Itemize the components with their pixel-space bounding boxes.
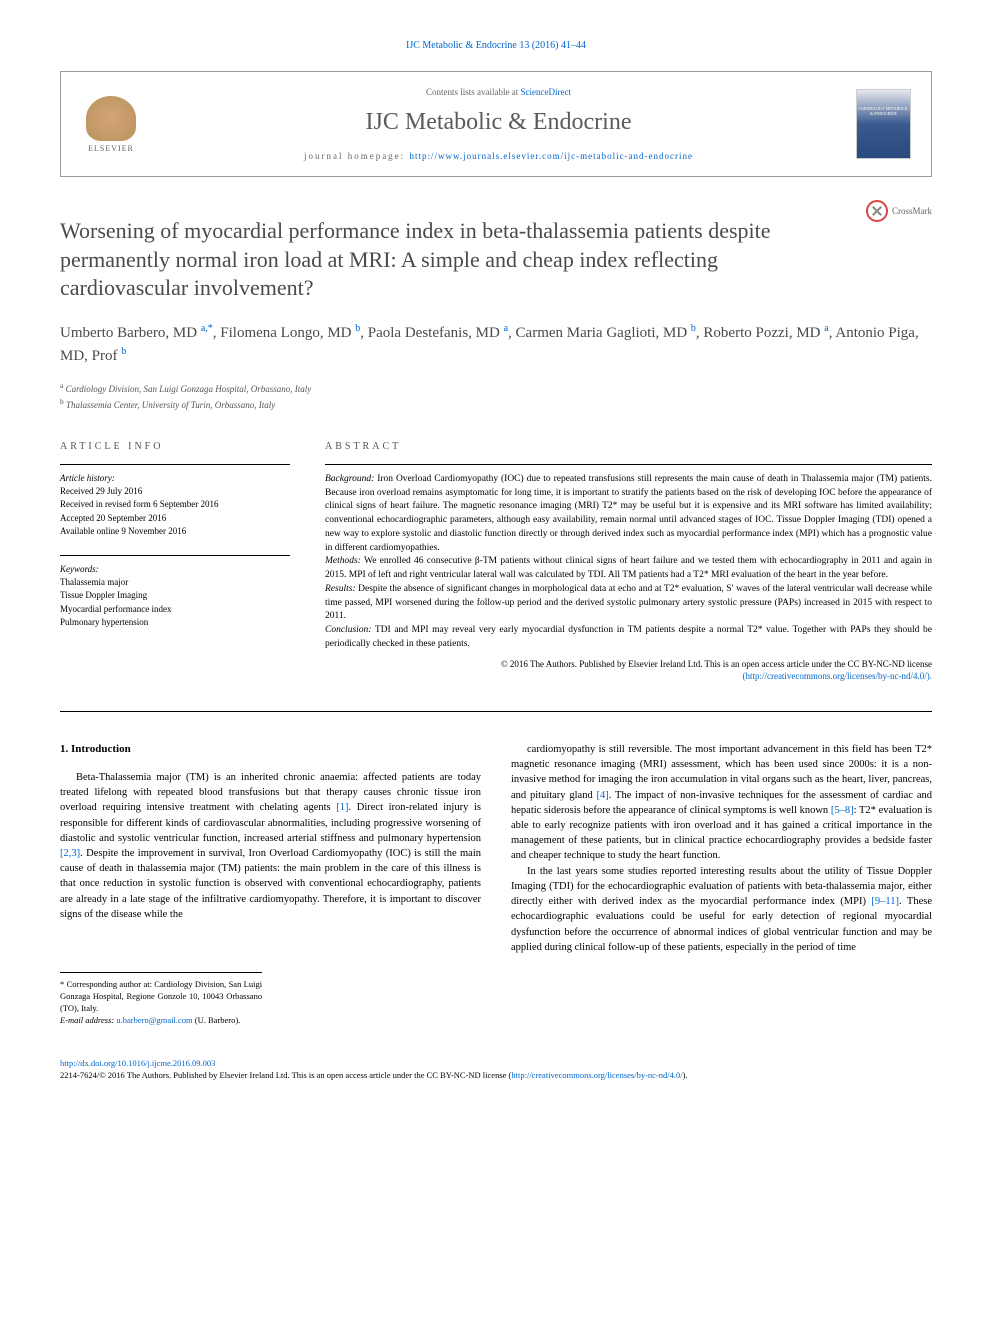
crossmark-icon: [866, 200, 888, 222]
history-list: Received 29 July 2016Received in revised…: [60, 485, 290, 539]
intro-para-2: cardiomyopathy is still reversible. The …: [511, 742, 932, 864]
journal-cover-thumbnail: CARDIOLOGY METABOLIC & ENDOCRINE: [856, 89, 911, 159]
abstract-conclusion: TDI and MPI may reveal very early myocar…: [325, 625, 932, 649]
corr-text: Corresponding author at: Cardiology Divi…: [60, 979, 262, 1013]
abstract-text: Background: Iron Overload Cardiomyopathy…: [325, 464, 932, 683]
abstract-results-label: Results:: [325, 584, 356, 594]
intro-para-1: Beta-Thalassemia major (TM) is an inheri…: [60, 770, 481, 922]
divider: [60, 711, 932, 712]
ref-link[interactable]: [4]: [597, 790, 609, 801]
keywords-label: Keywords:: [60, 564, 290, 574]
corresponding-author-note: * Corresponding author at: Cardiology Di…: [60, 972, 262, 1027]
journal-homepage-link[interactable]: http://www.journals.elsevier.com/ijc-met…: [409, 151, 693, 161]
crossmark-label: CrossMark: [892, 206, 932, 216]
abstract-results: Despite the absence of significant chang…: [325, 584, 932, 622]
abstract-methods: We enrolled 46 consecutive β-TM patients…: [325, 556, 932, 580]
sciencedirect-link[interactable]: ScienceDirect: [521, 87, 571, 97]
elsevier-tree-icon: [86, 96, 136, 141]
journal-title: IJC Metabolic & Endocrine: [141, 109, 856, 136]
keywords-list: Thalassemia majorTissue Doppler ImagingM…: [60, 576, 290, 630]
contents-prefix: Contents lists available at: [426, 87, 520, 97]
intro-para-3: In the last years some studies reported …: [511, 864, 932, 955]
email-label: E-mail address:: [60, 1015, 114, 1025]
email-suffix: (U. Barbero).: [195, 1015, 241, 1025]
abstract-label: ABSTRACT: [325, 441, 932, 452]
cover-text: CARDIOLOGY METABOLIC & ENDOCRINE: [857, 107, 910, 117]
contents-list-line: Contents lists available at ScienceDirec…: [141, 87, 856, 97]
abstract-column: ABSTRACT Background: Iron Overload Cardi…: [325, 441, 932, 683]
abstract-methods-label: Methods:: [325, 556, 361, 566]
journal-header: ELSEVIER Contents lists available at Sci…: [60, 71, 932, 177]
affiliation-a: Cardiology Division, San Luigi Gonzaga H…: [66, 384, 312, 394]
corr-email-link[interactable]: u.barbero@gmail.com: [116, 1015, 192, 1025]
page-footer: http://dx.doi.org/10.1016/j.ijcme.2016.0…: [60, 1057, 932, 1083]
affiliations: a Cardiology Division, San Luigi Gonzaga…: [60, 380, 932, 413]
article-info-column: ARTICLE INFO Article history: Received 2…: [60, 441, 290, 683]
homepage-prefix: journal homepage:: [304, 151, 409, 161]
abstract-bg-label: Background:: [325, 474, 374, 484]
journal-homepage-line: journal homepage: http://www.journals.el…: [141, 151, 856, 161]
intro-heading: 1. Introduction: [60, 742, 481, 758]
abstract-bg: Iron Overload Cardiomyopathy (IOC) due t…: [325, 474, 932, 553]
doi-link[interactable]: http://dx.doi.org/10.1016/j.ijcme.2016.0…: [60, 1058, 215, 1068]
elsevier-label: ELSEVIER: [88, 144, 134, 153]
corr-star: *: [60, 979, 64, 989]
abstract-copyright: © 2016 The Authors. Published by Elsevie…: [501, 659, 932, 669]
authors-list: Umberto Barbero, MD a,*, Filomena Longo,…: [60, 321, 932, 368]
body-content: 1. Introduction Beta-Thalassemia major (…: [60, 742, 932, 1027]
body-column-right: cardiomyopathy is still reversible. The …: [511, 742, 932, 1027]
ref-link[interactable]: [5–8]: [831, 805, 854, 816]
license-link[interactable]: (http://creativecommons.org/licenses/by-…: [742, 671, 932, 681]
ref-link[interactable]: [9–11]: [871, 896, 899, 907]
abstract-conclusion-label: Conclusion:: [325, 625, 371, 635]
history-label: Article history:: [60, 473, 290, 483]
journal-reference: IJC Metabolic & Endocrine 13 (2016) 41–4…: [60, 40, 932, 51]
footer-copyright: 2214-7624/© 2016 The Authors. Published …: [60, 1070, 511, 1080]
ref-link[interactable]: [2,3]: [60, 848, 80, 859]
affiliation-b: Thalassemia Center, University of Turin,…: [66, 400, 275, 410]
ref-link[interactable]: [1]: [336, 802, 348, 813]
article-info-label: ARTICLE INFO: [60, 441, 290, 452]
footer-close: ).: [683, 1070, 688, 1080]
crossmark-badge[interactable]: CrossMark: [866, 200, 932, 222]
article-title: Worsening of myocardial performance inde…: [60, 217, 840, 303]
body-column-left: 1. Introduction Beta-Thalassemia major (…: [60, 742, 481, 1027]
elsevier-logo: ELSEVIER: [81, 92, 141, 157]
footer-license-link[interactable]: http://creativecommons.org/licenses/by-n…: [511, 1070, 682, 1080]
